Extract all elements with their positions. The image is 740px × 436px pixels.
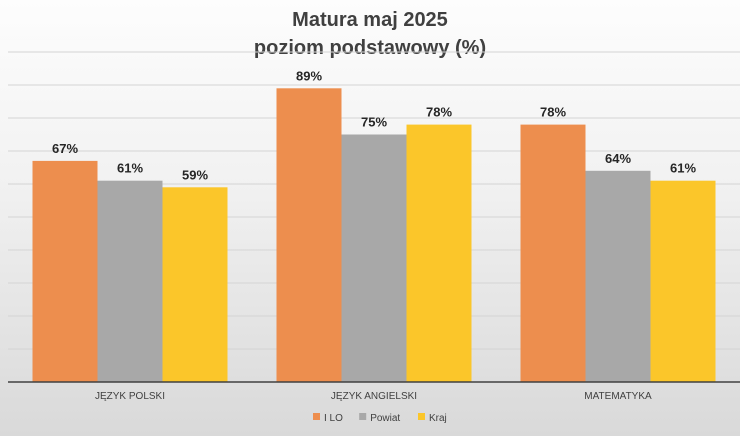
data-label-powiat-jezyk-angielski: 75% bbox=[361, 115, 387, 130]
category-label-matematyka: MATEMATYKA bbox=[584, 391, 652, 402]
chart-title-line-2: poziom podstawowy (%) bbox=[254, 37, 486, 59]
data-label-powiat-matematyka: 64% bbox=[605, 151, 631, 166]
bar-i-lo-jezyk-polski bbox=[32, 160, 98, 382]
legend-label-i-lo: I LO bbox=[324, 413, 343, 424]
legend-swatch-kraj bbox=[418, 413, 425, 420]
data-label-kraj-matematyka: 61% bbox=[670, 161, 696, 176]
bar-powiat-jezyk-angielski bbox=[341, 134, 407, 382]
category-labels: JĘZYK POLSKI JĘZYK ANGIELSKI MATEMATYKA bbox=[95, 391, 652, 402]
legend-label-kraj: Kraj bbox=[429, 413, 447, 424]
legend: I LO Powiat Kraj bbox=[313, 413, 447, 424]
category-label-jezyk-polski: JĘZYK POLSKI bbox=[95, 391, 165, 402]
category-label-jezyk-angielski: JĘZYK ANGIELSKI bbox=[331, 391, 417, 402]
bar-i-lo-jezyk-angielski bbox=[276, 88, 342, 383]
data-label-i-lo-jezyk-polski: 67% bbox=[52, 141, 78, 156]
data-label-i-lo-jezyk-angielski: 89% bbox=[296, 68, 322, 83]
chart-title: Matura maj 2025 poziom podstawowy (%) bbox=[254, 9, 486, 59]
bar-i-lo-matematyka bbox=[520, 124, 586, 382]
bar-kraj-matematyka bbox=[650, 180, 716, 382]
data-label-kraj-jezyk-angielski: 78% bbox=[426, 105, 452, 120]
bar-powiat-matematyka bbox=[585, 170, 651, 382]
bars bbox=[32, 88, 716, 383]
data-label-i-lo-matematyka: 78% bbox=[540, 105, 566, 120]
data-label-kraj-jezyk-polski: 59% bbox=[182, 167, 208, 182]
bar-kraj-jezyk-angielski bbox=[406, 124, 472, 382]
data-label-powiat-jezyk-polski: 61% bbox=[117, 161, 143, 176]
bar-powiat-jezyk-polski bbox=[97, 180, 163, 382]
legend-label-powiat: Powiat bbox=[370, 413, 400, 424]
legend-swatch-i-lo bbox=[313, 413, 320, 420]
legend-swatch-powiat bbox=[359, 413, 367, 420]
data-labels: 67% 61% 59% 89% 75% 78% 78% 64% 61% bbox=[52, 68, 696, 182]
chart-title-line-1: Matura maj 2025 bbox=[292, 9, 448, 31]
bar-kraj-jezyk-polski bbox=[162, 187, 228, 382]
